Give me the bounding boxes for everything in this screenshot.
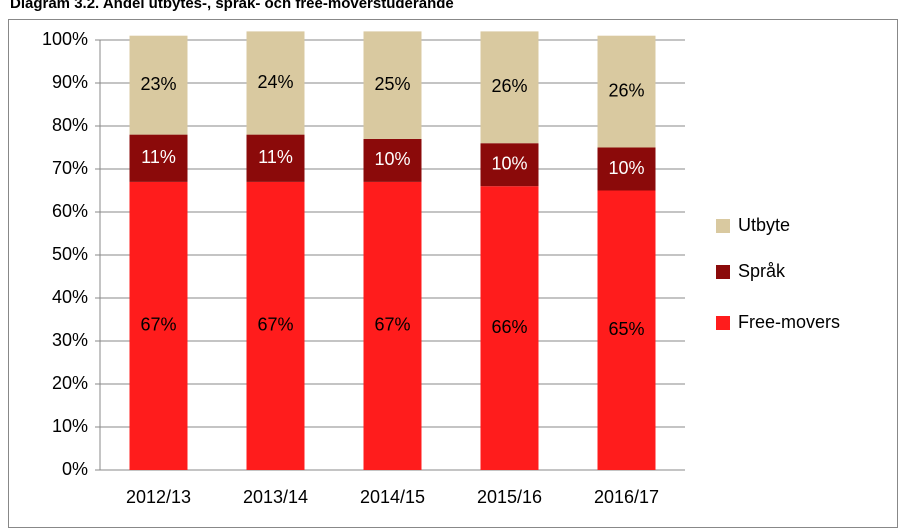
bar-segment [480,186,539,470]
x-tick-label: 2014/15 [360,487,425,507]
bar-segment [363,181,422,470]
x-tick-label: 2012/13 [126,487,191,507]
data-label: 67% [140,315,176,335]
y-tick-label: 10% [52,416,88,436]
bar-segment [246,31,305,135]
y-tick-label: 60% [52,201,88,221]
legend-swatch [716,316,730,330]
y-tick-label: 50% [52,244,88,264]
data-label: 66% [491,317,527,337]
x-tick-label: 2013/14 [243,487,308,507]
data-label: 26% [608,80,644,100]
legend-label: Free-movers [738,312,840,332]
y-tick-label: 100% [42,29,88,49]
data-label: 24% [257,72,293,92]
data-label: 67% [374,315,410,335]
legend-swatch [716,265,730,279]
data-label: 11% [141,147,176,167]
bar-segment [129,181,188,470]
bar-segment [129,35,188,135]
bar-segment [480,31,539,144]
bar-segment [246,134,305,182]
bar-segment [363,138,422,182]
data-label: 10% [374,149,410,169]
y-tick-label: 80% [52,115,88,135]
y-tick-label: 90% [52,72,88,92]
y-tick-label: 40% [52,287,88,307]
data-label: 10% [608,158,644,178]
bar-segment [246,181,305,470]
bar-segment [129,134,188,182]
data-label: 25% [374,74,410,94]
y-tick-label: 30% [52,330,88,350]
legend-label: Utbyte [738,215,790,235]
y-tick-label: 0% [62,459,88,479]
chart-title: Diagram 3.2. Andel utbytes-, språk- och … [10,0,454,12]
x-tick-label: 2016/17 [594,487,659,507]
legend-swatch [716,219,730,233]
data-label: 11% [258,147,293,167]
data-label: 26% [491,76,527,96]
data-label: 23% [140,74,176,94]
bar-segment [597,190,656,470]
bar-segment [363,31,422,139]
legend-label: Språk [738,261,786,281]
y-tick-label: 20% [52,373,88,393]
x-tick-label: 2015/16 [477,487,542,507]
bar-segment [480,143,539,187]
data-label: 67% [257,315,293,335]
y-tick-label: 70% [52,158,88,178]
data-label: 10% [491,153,527,173]
bar-segment [597,35,656,148]
bar-segment [597,147,656,191]
data-label: 65% [608,319,644,339]
